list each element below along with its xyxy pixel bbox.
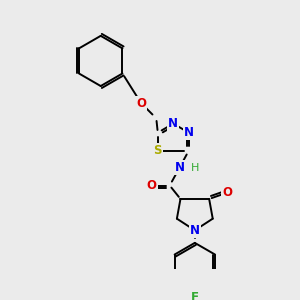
Text: O: O bbox=[136, 97, 146, 110]
Text: O: O bbox=[222, 186, 232, 199]
Text: N: N bbox=[175, 161, 184, 174]
Text: O: O bbox=[147, 179, 157, 192]
Text: N: N bbox=[168, 117, 178, 130]
Text: H: H bbox=[190, 163, 199, 172]
Text: N: N bbox=[190, 224, 200, 237]
Text: F: F bbox=[191, 291, 199, 300]
Text: S: S bbox=[154, 144, 162, 157]
Text: N: N bbox=[184, 126, 194, 139]
